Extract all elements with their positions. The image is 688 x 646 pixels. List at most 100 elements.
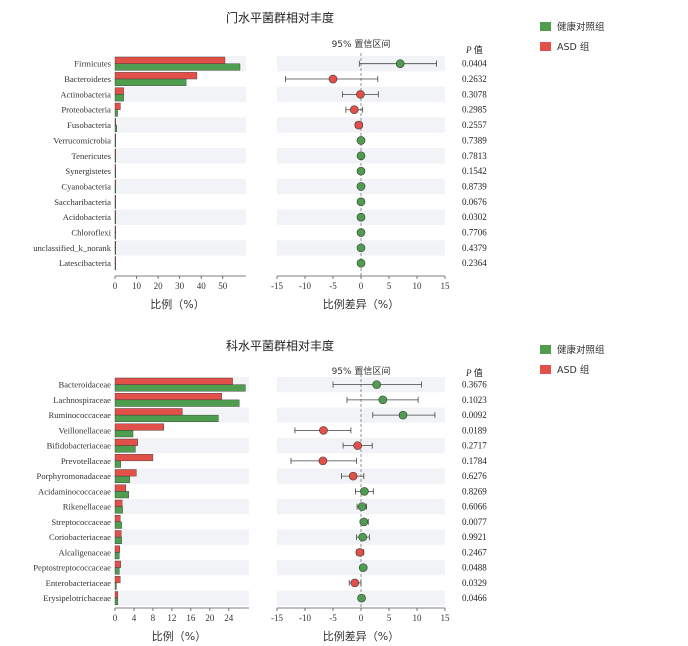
bar-healthy-control bbox=[114, 460, 121, 468]
bar-x-tick-label: 40 bbox=[197, 281, 207, 291]
p-value: 0.2557 bbox=[462, 120, 487, 130]
diff-x-axis-title: 比例差异（%） bbox=[323, 297, 399, 311]
mean-difference-point bbox=[398, 410, 408, 420]
bar-asd bbox=[114, 56, 226, 64]
bar-healthy-control bbox=[114, 247, 117, 255]
bar-healthy-control bbox=[114, 155, 117, 163]
mean-difference-point bbox=[354, 120, 364, 130]
diff-x-tick-label: -15 bbox=[271, 281, 283, 291]
bar-healthy-control bbox=[114, 506, 123, 514]
p-value: 0.1023 bbox=[462, 395, 487, 405]
bar-asd bbox=[114, 194, 117, 203]
bar-healthy-control bbox=[114, 216, 117, 225]
diff-x-tick-label: -5 bbox=[329, 281, 337, 291]
diff-x-tick-label: 10 bbox=[413, 613, 423, 623]
category-label: Coriobacteriaceae bbox=[49, 532, 111, 542]
category-label: Streptococcaceae bbox=[51, 517, 111, 527]
bar-healthy-control bbox=[114, 170, 117, 179]
category-label: Saccharibacteria bbox=[54, 197, 111, 207]
mean-difference-point bbox=[356, 136, 366, 145]
row-band bbox=[115, 468, 249, 484]
row-band bbox=[115, 590, 249, 606]
mean-difference-point bbox=[318, 456, 328, 466]
category-label: Verrucomicrobia bbox=[53, 135, 111, 145]
category-label: Cyanobacteria bbox=[61, 181, 111, 191]
mean-difference-point bbox=[350, 578, 360, 588]
bar-healthy-control bbox=[114, 232, 117, 240]
bar-healthy-control bbox=[114, 414, 219, 422]
p-value: 0.1784 bbox=[462, 456, 487, 466]
bar-healthy-control bbox=[114, 384, 246, 392]
p-value: 0.6066 bbox=[462, 502, 487, 512]
bar-asd bbox=[114, 423, 165, 431]
mean-difference-point bbox=[356, 151, 366, 161]
mean-difference-point bbox=[355, 548, 365, 557]
diff-x-axis-title: 比例差异（%） bbox=[323, 629, 399, 643]
category-label: Chloroflexi bbox=[71, 228, 111, 238]
bar-x-tick-label: 0 bbox=[113, 281, 118, 291]
bar-x-tick-label: 8 bbox=[151, 613, 156, 623]
diff-x-tick-label: 5 bbox=[387, 613, 392, 623]
mean-difference-point bbox=[356, 182, 366, 191]
ci-label: 95% 置信区间 bbox=[332, 365, 391, 377]
category-label: Rikenellaceae bbox=[63, 502, 111, 512]
bar-asd bbox=[114, 438, 138, 446]
bar-healthy-control bbox=[114, 475, 130, 483]
bar-asd bbox=[114, 591, 119, 599]
bar-x-tick-label: 4 bbox=[132, 613, 137, 623]
bar-healthy-control bbox=[114, 491, 129, 499]
category-label: Firmicutes bbox=[74, 59, 111, 69]
p-value: 0.0092 bbox=[462, 410, 487, 420]
mean-difference-point bbox=[353, 441, 362, 450]
bar-asd bbox=[114, 393, 222, 401]
legend-label: 健康对照组 bbox=[557, 21, 605, 33]
bar-asd bbox=[114, 499, 123, 507]
category-label: Peptostreptococcaceae bbox=[33, 563, 111, 573]
panel-title: 门水平菌群相对丰度 bbox=[226, 10, 334, 25]
diff-x-tick-label: 0 bbox=[359, 613, 364, 623]
mean-difference-point bbox=[319, 426, 328, 435]
diff-x-tick-label: -10 bbox=[299, 613, 311, 623]
legend-swatch bbox=[540, 22, 551, 31]
mean-difference-point bbox=[349, 105, 359, 115]
mean-difference-point bbox=[360, 487, 369, 496]
bar-asd bbox=[114, 469, 137, 477]
bar-healthy-control bbox=[114, 94, 124, 102]
mean-difference-point bbox=[328, 74, 338, 84]
bar-asd bbox=[114, 225, 117, 233]
mean-difference-point bbox=[356, 243, 366, 253]
category-label: Enterobacteriaceae bbox=[46, 578, 112, 588]
category-label: Lachnospiraceae bbox=[53, 395, 111, 405]
category-label: Erysipelotrichaceae bbox=[43, 593, 111, 603]
mean-difference-point bbox=[348, 471, 358, 481]
bar-asd bbox=[114, 87, 124, 95]
bar-healthy-control bbox=[114, 552, 120, 560]
bar-x-tick-label: 10 bbox=[132, 281, 142, 291]
mean-difference-point bbox=[356, 90, 365, 99]
panel-2: 科水平菌群相对丰度 健康对照组 ASD 组 Bacteroidaceae Lachnos… bbox=[33, 338, 605, 643]
p-value: 0.2467 bbox=[462, 547, 487, 557]
p-value: 0.0077 bbox=[462, 517, 487, 527]
bar-healthy-control bbox=[114, 445, 136, 453]
legend-label: 健康对照组 bbox=[557, 344, 605, 356]
row-band bbox=[115, 148, 246, 164]
category-label: Synergistetes bbox=[65, 166, 111, 176]
p-value: 0.7813 bbox=[462, 151, 487, 161]
bar-asd bbox=[114, 530, 122, 538]
category-label: Prevotellaceae bbox=[61, 456, 111, 466]
bar-asd bbox=[114, 515, 121, 523]
bar-asd bbox=[114, 118, 117, 126]
row-band bbox=[115, 240, 246, 256]
bar-asd bbox=[114, 164, 117, 172]
category-label: Porphyromonadaceae bbox=[37, 471, 112, 481]
category-label: Ruminococcaceae bbox=[48, 410, 111, 420]
p-value: 0.1542 bbox=[462, 166, 487, 176]
bar-x-axis-title: 比例（%） bbox=[152, 629, 206, 643]
mean-difference-point bbox=[359, 517, 369, 527]
mean-difference-point bbox=[358, 563, 368, 572]
bar-x-tick-label: 12 bbox=[167, 613, 176, 623]
bar-asd bbox=[114, 545, 120, 553]
legend-swatch bbox=[540, 365, 551, 374]
ci-label: 95% 置信区间 bbox=[332, 38, 391, 50]
diff-x-tick-label: -10 bbox=[299, 281, 311, 291]
